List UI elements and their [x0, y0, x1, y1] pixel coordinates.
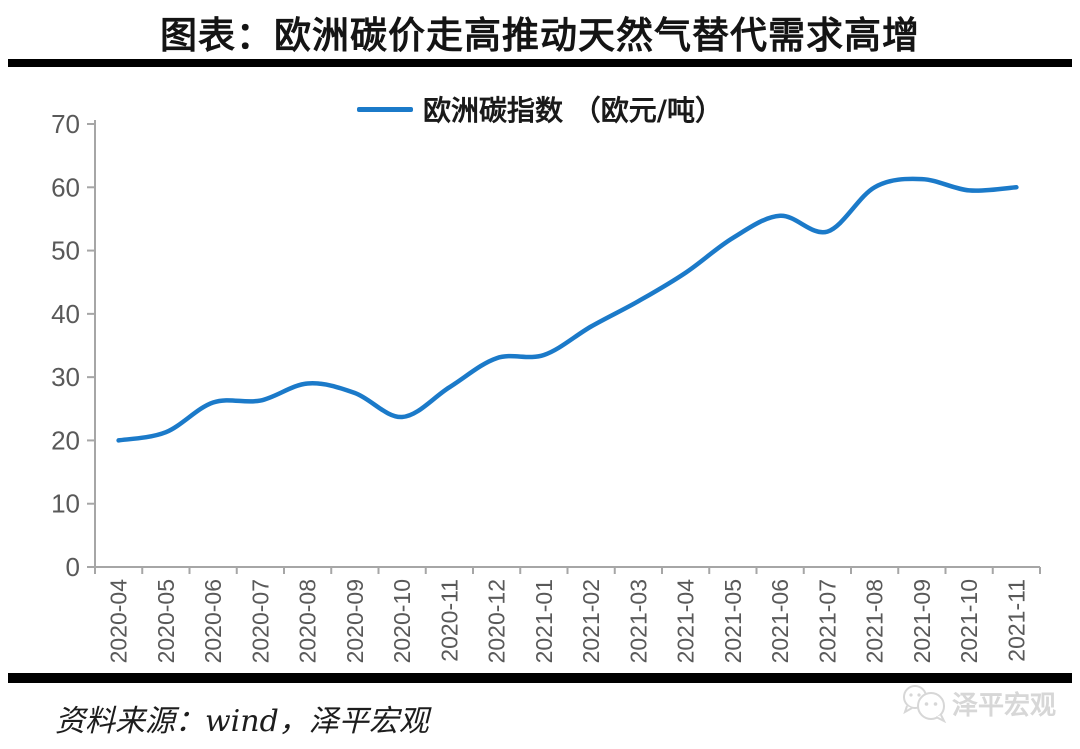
y-axis-label: 30: [51, 362, 80, 392]
x-axis-label: 2020-11: [436, 579, 462, 662]
x-axis-label: 2020-12: [484, 579, 510, 663]
bottom-divider: [8, 673, 1072, 683]
carbon-price-line-chart: 0 10 20 30 40 50 60 70 2020-04 2020-05 2020-06 2020…: [51, 109, 1041, 664]
x-axis-label: 2021-08: [862, 579, 888, 663]
x-axis-label: 2020-05: [153, 579, 179, 663]
legend: 欧洲碳指数 （欧元/吨）: [0, 89, 1080, 129]
x-axis-label: 2020-10: [389, 579, 415, 663]
x-axis-label: 2021-10: [956, 579, 982, 663]
y-axis-label: 10: [51, 489, 80, 519]
x-axis-label: 2021-05: [720, 579, 746, 663]
y-axis-label: 0: [66, 552, 80, 582]
x-axis-label: 2021-07: [814, 579, 840, 663]
x-axis-label: 2020-06: [200, 579, 226, 663]
y-axis-label: 70: [51, 109, 80, 139]
chart-title: 图表：欧洲碳价走高推动天然气替代需求高增: [160, 13, 920, 57]
x-axis-label: 2020-04: [106, 579, 132, 664]
watermark-label: 泽平宏观: [951, 689, 1056, 720]
x-axis-label: 2020-09: [342, 579, 368, 663]
y-axis-label: 40: [51, 299, 80, 329]
x-axis-label: 2021-11: [1003, 579, 1029, 662]
x-axis-label: 2021-09: [909, 579, 935, 663]
x-axis-label: 2021-01: [531, 579, 557, 663]
legend-label: 欧洲碳指数 （欧元/吨）: [423, 94, 723, 127]
watermark: 泽平宏观: [901, 683, 1056, 723]
top-divider: [8, 59, 1072, 67]
x-axis-label: 2021-03: [625, 579, 651, 663]
carbon-index-line: [116, 176, 1019, 443]
y-axis-label: 20: [51, 425, 80, 455]
x-axis-label: 2021-04: [673, 579, 699, 664]
x-axis-label: 2020-07: [247, 579, 273, 663]
legend-line-swatch: [357, 106, 413, 112]
wechat-icon: [902, 685, 947, 723]
y-axis-label: 50: [51, 236, 80, 266]
x-axis-label: 2021-02: [578, 579, 604, 663]
source-note: 资料来源：wind，泽平宏观: [55, 704, 429, 739]
x-axis-label: 2020-08: [295, 579, 321, 663]
x-axis-label: 2021-06: [767, 579, 793, 663]
y-axis-label: 60: [51, 172, 80, 202]
